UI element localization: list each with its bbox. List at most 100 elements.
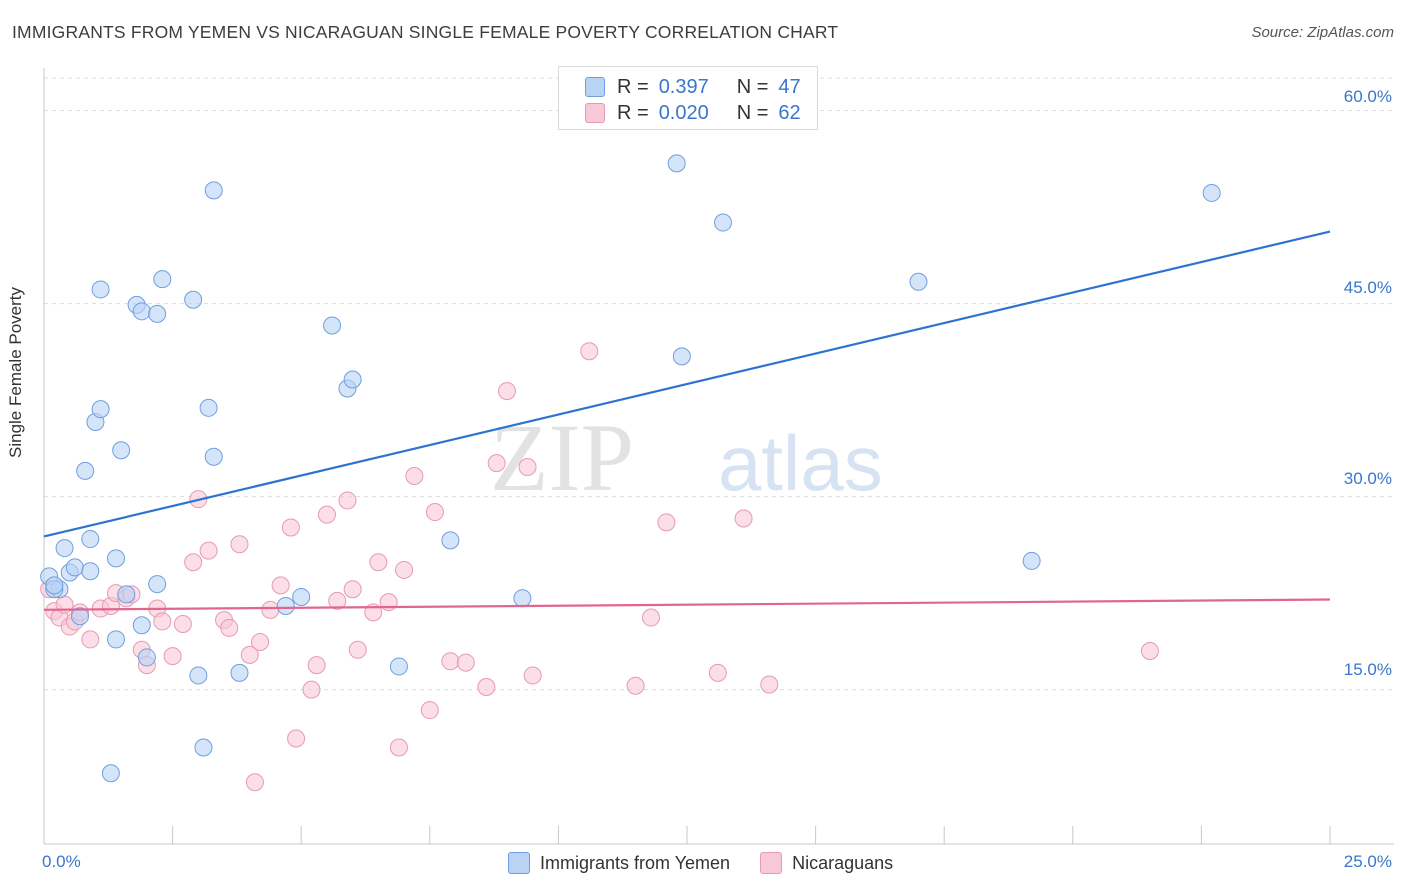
data-point — [71, 607, 90, 626]
data-point — [81, 530, 100, 549]
data-point — [117, 585, 136, 604]
data-point — [760, 675, 779, 694]
data-point — [132, 302, 151, 321]
data-point — [184, 553, 203, 572]
data-point — [45, 576, 64, 595]
data-point — [348, 640, 367, 659]
data-point — [245, 773, 264, 792]
series-legend: Immigrants from Yemen Nicaraguans — [508, 852, 923, 874]
data-point — [230, 663, 249, 682]
y-tick-label: 15.0% — [1343, 660, 1392, 679]
watermark-atlas: atlas — [718, 419, 883, 507]
data-point — [708, 663, 727, 682]
axes — [43, 68, 1394, 845]
data-point — [497, 382, 516, 401]
data-point — [441, 531, 460, 550]
data-point — [389, 657, 408, 676]
n-label: N = — [736, 101, 769, 124]
trend-lines — [43, 230, 1331, 611]
data-point — [369, 553, 388, 572]
legend-swatch-blue — [508, 852, 530, 874]
x-tick-label-max: 25.0% — [1343, 852, 1392, 871]
data-point — [194, 738, 213, 757]
trend-line-yemen — [43, 230, 1331, 538]
data-point — [425, 503, 444, 522]
data-point — [395, 560, 414, 579]
data-point — [714, 213, 733, 232]
data-point — [389, 738, 408, 757]
legend-label: Nicaraguans — [792, 852, 894, 873]
data-point — [292, 587, 311, 606]
data-point — [132, 616, 151, 635]
r-label: R = — [617, 75, 649, 98]
data-point — [55, 539, 74, 558]
y-tick-label: 45.0% — [1343, 278, 1392, 297]
legend-swatch-blue — [585, 77, 605, 97]
y-axis-label: Single Female Poverty — [6, 286, 25, 458]
grid-lines — [44, 77, 1394, 691]
r-value: 0.397 — [658, 75, 709, 98]
data-point — [199, 541, 218, 560]
data-point — [76, 461, 95, 480]
data-point — [153, 270, 172, 289]
legend-swatch-pink — [585, 103, 605, 123]
data-point — [328, 591, 347, 610]
data-point — [271, 576, 290, 595]
data-point — [148, 575, 167, 594]
data-point — [405, 467, 424, 486]
data-point — [173, 614, 192, 633]
data-point — [107, 630, 126, 649]
data-point — [204, 181, 223, 200]
data-point — [302, 680, 321, 699]
y-tick-label: 30.0% — [1343, 469, 1392, 488]
source-credit: Source: ZipAtlas.com — [1251, 24, 1394, 41]
data-point — [281, 518, 300, 537]
data-point — [81, 630, 100, 649]
data-point — [91, 280, 110, 299]
data-point — [523, 666, 542, 685]
n-value: 62 — [778, 101, 801, 124]
data-point — [343, 580, 362, 599]
data-point — [909, 272, 928, 291]
data-point — [307, 656, 326, 675]
data-point — [91, 400, 110, 419]
n-label: N = — [736, 75, 769, 98]
data-point — [101, 764, 120, 783]
data-point — [1140, 642, 1159, 660]
x-tick-label-min: 0.0% — [42, 852, 81, 871]
data-point — [184, 290, 203, 309]
legend-item-yemen: Immigrants from Yemen — [508, 852, 730, 874]
data-point — [199, 398, 218, 417]
n-value: 47 — [778, 75, 801, 98]
data-point — [1022, 551, 1041, 570]
data-point — [220, 618, 239, 637]
data-point — [667, 154, 686, 173]
data-point — [317, 505, 336, 524]
data-point — [230, 535, 249, 554]
data-point — [672, 347, 691, 366]
correlation-legend: R = 0.397 N = 47 R = 0.020 N = 62 — [558, 66, 818, 130]
data-point — [153, 612, 172, 631]
trend-line-nicaraguans — [43, 598, 1331, 611]
chart-title: IMMIGRANTS FROM YEMEN VS NICARAGUAN SING… — [12, 22, 839, 42]
data-point — [518, 458, 537, 477]
data-point — [338, 491, 357, 510]
data-point — [148, 304, 167, 323]
data-point — [323, 316, 342, 335]
legend-row-yemen: R = 0.397 N = 47 — [585, 75, 801, 99]
data-point — [441, 652, 460, 671]
data-point — [477, 678, 496, 697]
data-point — [137, 648, 156, 667]
data-point — [204, 447, 223, 466]
data-point — [513, 589, 532, 608]
watermark: ZIP atlas — [490, 404, 883, 511]
data-point — [657, 513, 676, 532]
legend-row-nicaraguans: R = 0.020 N = 62 — [585, 101, 801, 125]
legend-item-nicaraguans: Nicaraguans — [760, 852, 893, 874]
data-point — [734, 509, 753, 528]
data-point — [1202, 183, 1221, 202]
r-value: 0.020 — [658, 101, 709, 124]
r-label: R = — [617, 101, 649, 124]
data-point — [107, 549, 126, 568]
